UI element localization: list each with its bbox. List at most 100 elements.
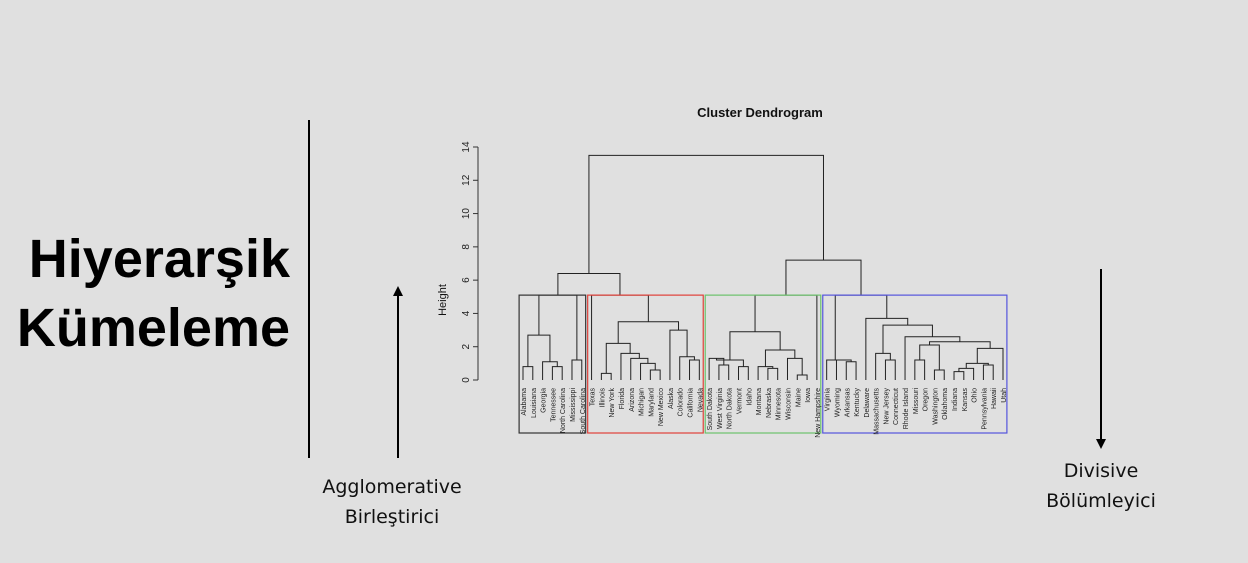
dendrogram-link (708, 357, 725, 380)
leaf-label: Illinois (599, 388, 606, 408)
leaf-label: Wyoming (834, 388, 841, 417)
leaf-label: Ohio (972, 388, 979, 403)
leaf-label: Arkansas (844, 388, 851, 418)
leaf-label: Indiana (952, 388, 959, 411)
dendrogram-link (649, 369, 661, 380)
leaf-label: Alabama (521, 388, 528, 416)
dendrogram-link (796, 374, 808, 380)
arrow-up-icon (388, 286, 408, 459)
leaf-label: Connecticut (893, 388, 900, 425)
dendrogram-link (538, 294, 578, 361)
y-tick-label: 10 (461, 208, 472, 220)
leaf-label: North Carolina (560, 388, 567, 433)
y-axis-label: Height (437, 284, 449, 316)
leaf-label: Maine (795, 388, 802, 407)
dendrogram-link (689, 359, 700, 380)
dendrogram-link (976, 347, 1004, 380)
dendrogram-link (865, 317, 909, 380)
cluster-boxes (518, 294, 1008, 434)
leaf-label: Colorado (678, 388, 685, 417)
dendrogram-link (826, 359, 844, 380)
leaf-label: Arizona (629, 388, 636, 412)
leaf-label: Utah (1001, 388, 1008, 403)
dendrogram-link (630, 357, 649, 380)
leaf-label: West Virginia (717, 388, 724, 429)
leaf-label: Oregon (923, 388, 930, 411)
dendrogram-link (835, 359, 852, 380)
leaf-label: Rhode Island (903, 388, 910, 429)
dendrogram-link (605, 342, 631, 374)
leaf-label: Texas (590, 388, 597, 407)
dendrogram-link (982, 364, 994, 380)
leaf-label: Delaware (864, 388, 871, 418)
dendrogram-link (571, 359, 583, 380)
dendrogram-link (965, 362, 989, 369)
y-tick-label: 12 (461, 174, 472, 186)
dendrogram-link (551, 366, 563, 380)
agglomerative-label: Agglomerative (322, 476, 462, 498)
leaf-label: Georgia (541, 388, 548, 413)
dendrogram-link (834, 294, 888, 361)
leaf-label: Oklahoma (942, 388, 949, 420)
dendrogram-link (620, 352, 640, 380)
cluster-dendrogram: Cluster Dendrogram Height 0 2 4 6 8 10 12 14 Al… (420, 95, 1020, 450)
leaf-label: Virginia (825, 388, 832, 411)
leaf-label: New Jersey (883, 388, 890, 425)
dendrogram-link (591, 294, 649, 380)
dendrogram-link (958, 367, 975, 380)
leaf-label: Iowa (805, 388, 812, 403)
dendrogram-link (542, 361, 558, 380)
cluster-box (518, 294, 587, 434)
dendrogram-link (919, 344, 940, 371)
y-tick-label: 2 (461, 343, 472, 349)
dendrogram-link (845, 361, 857, 380)
y-tick-label: 6 (461, 277, 472, 283)
dendrogram-link (767, 367, 779, 380)
leaf-label: Kentucky (854, 388, 861, 417)
leaf-label: South Carolina (580, 388, 587, 434)
leaf-label: Montana (756, 388, 763, 415)
dendrogram-link (715, 358, 744, 367)
leaf-label: Alaska (668, 388, 675, 409)
agglomerative-caption: Agglomerative Birleştirici (300, 472, 484, 532)
chart-title: Cluster Dendrogram (697, 105, 823, 120)
y-tick-label: 8 (461, 244, 472, 250)
leaf-label: Louisiana (531, 388, 538, 418)
leaf-label: Idaho (746, 388, 753, 406)
leaf-label: Kansas (962, 388, 969, 412)
divisive-label: Divisive (1063, 460, 1139, 482)
leaf-label: Missouri (913, 388, 920, 415)
leaf-label: California (688, 388, 695, 418)
dendrogram-link (764, 349, 796, 367)
dendrogram-link (904, 336, 961, 380)
arrow-down-icon (1091, 269, 1111, 451)
leaf-label: Pennsylvania (981, 388, 988, 430)
dendrogram-link (669, 329, 688, 380)
leaf-label: North Dakota (727, 388, 734, 429)
dendrogram-link (557, 272, 621, 296)
dendrogram-link (933, 369, 945, 380)
leaf-label: Michigan (639, 388, 646, 416)
leaf-label: Minnesota (776, 388, 783, 420)
dendrogram-link (785, 259, 862, 296)
dendrogram-link (729, 331, 781, 361)
dendrogram-link (757, 366, 774, 380)
dendrogram-link (754, 294, 818, 380)
leaf-label: Hawaii (991, 388, 998, 409)
dendrogram-link (600, 372, 612, 380)
leaf-label: New Mexico (658, 388, 665, 426)
leaf-label: Tennessee (550, 388, 557, 422)
leaf-label: Florida (619, 388, 626, 410)
page-title-line-2: Kümeleme (16, 298, 290, 358)
dendrogram-link (884, 359, 896, 380)
y-tick-label: 14 (461, 141, 472, 153)
y-tick-label: 4 (461, 310, 472, 316)
dendrogram-link (875, 352, 891, 380)
dendrogram-link (588, 154, 824, 274)
dendrogram-link (522, 366, 534, 380)
dendrogram-link (882, 324, 933, 354)
cluster-box (822, 294, 1008, 434)
divider-line (308, 120, 310, 458)
leaf-label: New York (609, 388, 616, 418)
leaf-label: Mississippi (570, 388, 577, 422)
